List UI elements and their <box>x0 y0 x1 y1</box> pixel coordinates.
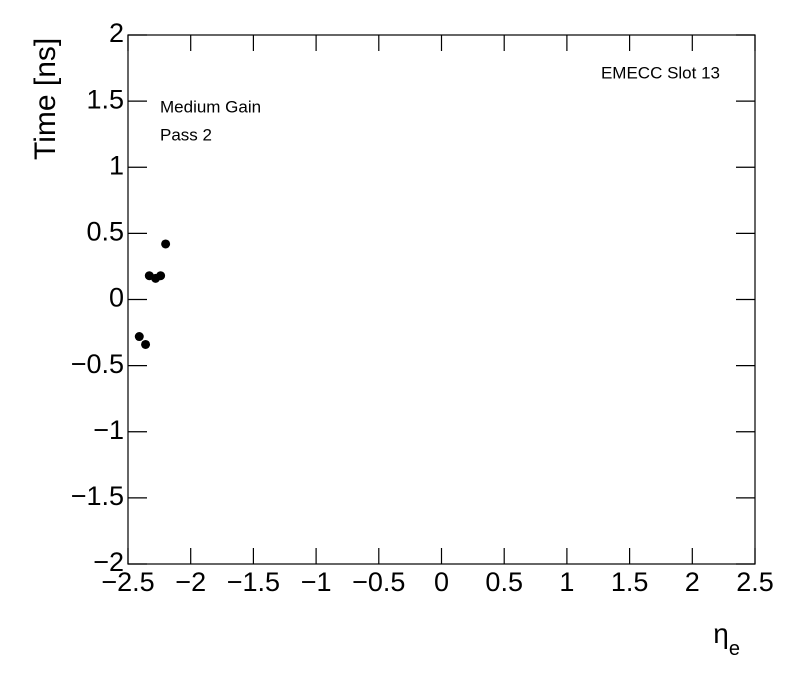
annotation: Medium Gain <box>160 97 261 116</box>
y-tick-label: −0.5 <box>71 349 124 379</box>
x-tick-label: 2 <box>685 567 700 597</box>
point <box>156 271 166 281</box>
x-tick-label: −2.5 <box>101 567 154 597</box>
annotation: EMECC Slot 13 <box>601 63 720 82</box>
y-tick-label: −2 <box>93 547 124 577</box>
annotation: Pass 2 <box>160 125 212 144</box>
x-tick-label: 0 <box>434 567 449 597</box>
y-tick-label: 1.5 <box>86 84 124 114</box>
y-tick-label: 1 <box>109 150 124 180</box>
x-tick-label: 2.5 <box>736 567 774 597</box>
x-tick-label: 0.5 <box>485 567 523 597</box>
x-tick-label: −0.5 <box>352 567 405 597</box>
x-axis-label-subscript: e <box>729 638 740 660</box>
point <box>141 339 151 349</box>
x-tick-label: −2 <box>175 567 206 597</box>
y-tick-label: 2 <box>109 18 124 48</box>
y-axis-label: Time [ns] <box>29 38 62 160</box>
x-tick-label: 1 <box>559 567 574 597</box>
point <box>161 239 171 249</box>
x-tick-label: 1.5 <box>611 567 649 597</box>
y-tick-label: −1 <box>93 415 124 445</box>
x-tick-label: −1.5 <box>227 567 280 597</box>
x-tick-label: −1 <box>301 567 332 597</box>
x-axis-label: ηe <box>713 618 740 660</box>
y-tick-label: −1.5 <box>71 481 124 511</box>
point <box>134 332 144 342</box>
y-tick-label: 0.5 <box>86 217 124 247</box>
y-tick-label: 0 <box>109 283 124 313</box>
x-axis-label-symbol: η <box>713 618 729 649</box>
